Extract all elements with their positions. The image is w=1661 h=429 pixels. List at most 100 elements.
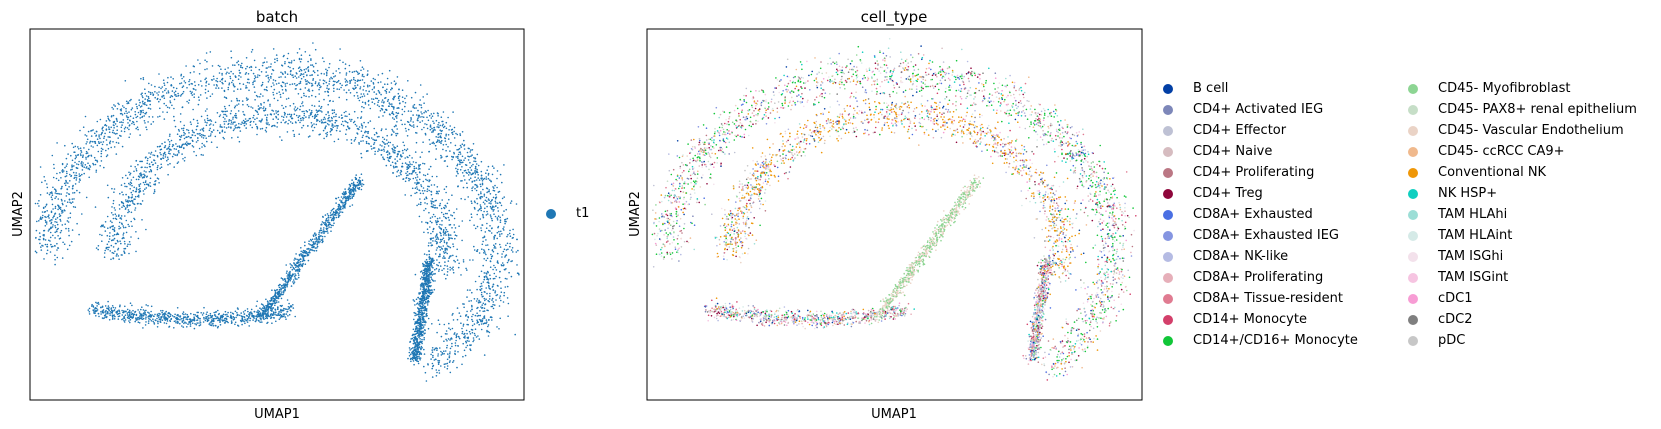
scatter-point [137, 321, 140, 324]
scatter-point [332, 215, 335, 217]
scatter-point [431, 237, 433, 240]
scatter-point [428, 265, 431, 268]
scatter-point [377, 81, 380, 84]
scatter-point [417, 168, 420, 170]
scatter-point [95, 169, 98, 172]
scatter-point [214, 317, 216, 320]
scatter-point [104, 123, 107, 126]
scatter-point [109, 136, 111, 138]
scatter-point [443, 240, 446, 242]
scatter-point [474, 208, 476, 210]
scatter-point [451, 342, 453, 345]
scatter-point [363, 121, 365, 124]
scatter-point [492, 250, 495, 253]
scatter-point [142, 313, 145, 315]
scatter-point [84, 164, 87, 166]
scatter-point [436, 247, 439, 249]
scatter-point [59, 206, 62, 209]
scatter-point [154, 91, 156, 93]
scatter-point [125, 100, 128, 103]
scatter-point [232, 79, 234, 82]
scatter-point [274, 311, 277, 314]
scatter-point [503, 264, 505, 266]
scatter-point [237, 325, 240, 327]
scatter-point [161, 311, 163, 314]
scatter-point [92, 309, 94, 311]
scatter-point [413, 126, 415, 128]
scatter-point [410, 118, 413, 120]
scatter-point [323, 137, 325, 140]
scatter-point [292, 129, 295, 132]
scatter-point [304, 244, 306, 247]
scatter-point [476, 322, 478, 324]
scatter-point [453, 259, 455, 262]
scatter-point [406, 135, 409, 137]
scatter-point [278, 76, 280, 79]
scatter-point [197, 122, 199, 124]
scatter-point [361, 75, 364, 77]
scatter-point [292, 282, 295, 285]
scatter-point [266, 116, 268, 119]
scatter-point [307, 60, 309, 63]
scatter-point [214, 121, 217, 124]
scatter-point [399, 172, 402, 174]
scatter-point [429, 281, 432, 284]
scatter-point [199, 317, 201, 320]
scatter-point [225, 96, 227, 99]
scatter-point [168, 135, 171, 137]
scatter-point [418, 189, 421, 191]
scatter-point [445, 121, 448, 124]
scatter-point [487, 325, 489, 328]
scatter-point [381, 140, 384, 143]
scatter-point [344, 67, 347, 70]
scatter-point [156, 92, 158, 94]
scatter-point [223, 137, 225, 140]
scatter-point [284, 85, 287, 87]
scatter-point [315, 62, 317, 65]
scatter-point [474, 227, 477, 230]
scatter-point [414, 358, 417, 360]
scatter-point [107, 312, 109, 315]
scatter-point [386, 88, 388, 91]
scatter-point [405, 149, 408, 152]
scatter-point [482, 240, 484, 243]
scatter-point [237, 136, 239, 138]
scatter-point [412, 299, 415, 301]
scatter-point [190, 123, 192, 126]
scatter-point [416, 204, 418, 207]
scatter-point [248, 89, 250, 92]
scatter-point [322, 229, 325, 231]
scatter-point [116, 125, 118, 128]
scatter-point [356, 128, 359, 130]
scatter-point [328, 116, 330, 119]
scatter-point [477, 164, 480, 167]
scatter-point [74, 157, 77, 160]
scatter-point [344, 203, 347, 206]
scatter-point [166, 81, 169, 84]
scatter-point [475, 300, 478, 302]
scatter-point [508, 271, 510, 274]
scatter-point [172, 86, 175, 89]
scatter-point [318, 100, 321, 103]
scatter-point [87, 162, 89, 164]
scatter-point [75, 179, 78, 181]
scatter-point [340, 211, 342, 213]
scatter-point [449, 339, 451, 341]
scatter-point [495, 196, 498, 198]
scatter-point [120, 121, 123, 123]
scatter-point [440, 157, 442, 159]
scatter-point [445, 228, 448, 231]
scatter-point [274, 304, 276, 307]
scatter-point [210, 133, 212, 135]
scatter-point [49, 236, 52, 239]
scatter-point [176, 153, 179, 156]
scatter-point [254, 99, 256, 101]
scatter-point [498, 305, 501, 307]
scatter-point [320, 119, 323, 121]
scatter-point [214, 135, 217, 138]
scatter-point [135, 314, 138, 317]
scatter-point [274, 302, 277, 305]
scatter-point [282, 313, 285, 316]
scatter-point [127, 223, 129, 226]
scatter-point [323, 73, 326, 75]
